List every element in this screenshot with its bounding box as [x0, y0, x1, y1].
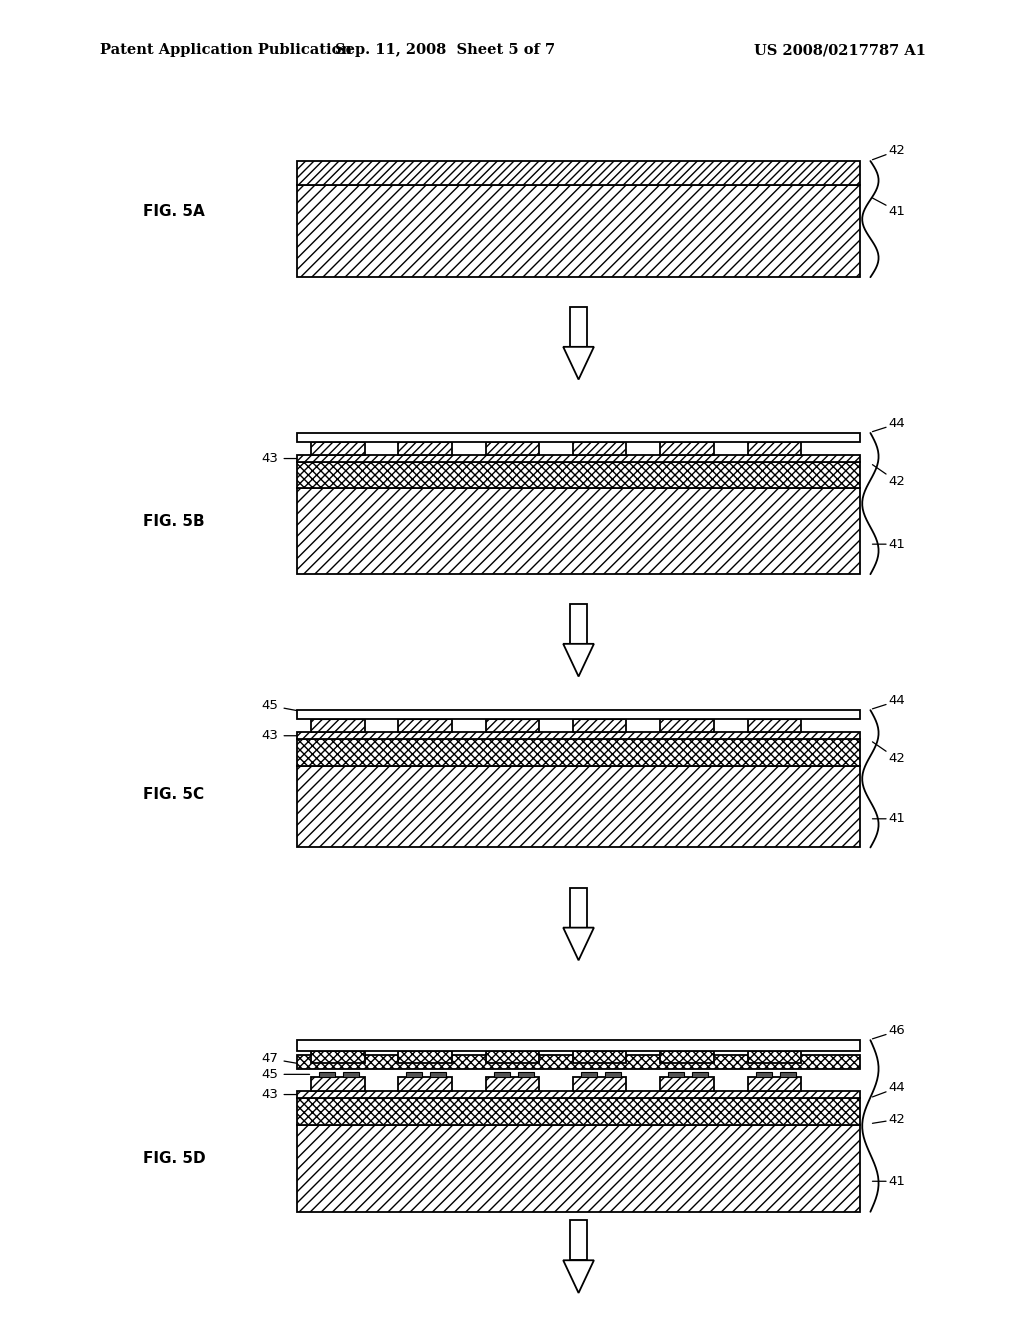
Bar: [398, 1051, 452, 1063]
Text: 43: 43: [262, 1088, 299, 1101]
Polygon shape: [563, 928, 594, 961]
Bar: [605, 1072, 622, 1077]
Bar: [297, 1055, 860, 1069]
Bar: [297, 433, 860, 442]
Bar: [570, 887, 587, 928]
Bar: [297, 462, 860, 488]
Bar: [756, 1072, 772, 1077]
Bar: [485, 719, 539, 733]
Text: 41: 41: [872, 812, 905, 825]
Bar: [779, 1072, 796, 1077]
Bar: [485, 442, 539, 455]
Bar: [660, 1051, 714, 1063]
Bar: [297, 161, 860, 185]
Bar: [297, 739, 860, 766]
Bar: [748, 1051, 801, 1063]
Bar: [692, 1072, 709, 1077]
Bar: [311, 442, 365, 455]
Bar: [692, 713, 709, 719]
Text: FIG. 5C: FIG. 5C: [143, 787, 205, 803]
Bar: [297, 455, 860, 462]
Bar: [297, 1125, 860, 1212]
Text: FIG. 5A: FIG. 5A: [143, 203, 205, 219]
Bar: [570, 308, 587, 347]
Bar: [297, 1098, 860, 1125]
Text: 43: 43: [262, 729, 299, 742]
Polygon shape: [563, 644, 594, 676]
Bar: [311, 1077, 365, 1090]
Text: 41: 41: [872, 537, 905, 550]
Bar: [581, 713, 597, 719]
Bar: [756, 713, 772, 719]
Bar: [319, 713, 335, 719]
Text: FIG. 5B: FIG. 5B: [143, 513, 205, 529]
Bar: [660, 442, 714, 455]
Bar: [573, 719, 627, 733]
Bar: [297, 733, 860, 739]
Bar: [573, 1051, 627, 1063]
Bar: [311, 1051, 365, 1063]
Bar: [573, 442, 627, 455]
Text: Sep. 11, 2008  Sheet 5 of 7: Sep. 11, 2008 Sheet 5 of 7: [336, 44, 555, 57]
Bar: [398, 1077, 452, 1090]
Bar: [660, 719, 714, 733]
Polygon shape: [563, 347, 594, 380]
Bar: [570, 605, 587, 644]
Bar: [518, 713, 534, 719]
Text: 42: 42: [872, 465, 905, 488]
Bar: [485, 1051, 539, 1063]
Bar: [297, 185, 860, 277]
Text: 42: 42: [872, 144, 905, 160]
Bar: [581, 1072, 597, 1077]
Text: FIG. 5D: FIG. 5D: [143, 1151, 206, 1167]
Bar: [407, 713, 423, 719]
Bar: [494, 1072, 510, 1077]
Text: 41: 41: [872, 1175, 905, 1188]
Bar: [297, 1040, 860, 1051]
Bar: [485, 1077, 539, 1090]
Text: 45: 45: [262, 1068, 309, 1081]
Bar: [297, 766, 860, 847]
Bar: [407, 1072, 423, 1077]
Bar: [573, 1077, 627, 1090]
Polygon shape: [563, 1261, 594, 1294]
Bar: [319, 1072, 335, 1077]
Bar: [343, 713, 359, 719]
Bar: [605, 713, 622, 719]
Text: 42: 42: [872, 742, 905, 766]
Bar: [518, 1072, 534, 1077]
Bar: [669, 1072, 684, 1077]
Bar: [398, 719, 452, 733]
Text: 45: 45: [262, 700, 325, 715]
Bar: [398, 442, 452, 455]
Text: Patent Application Publication: Patent Application Publication: [100, 44, 352, 57]
Bar: [669, 713, 684, 719]
Bar: [748, 1077, 801, 1090]
Text: 43: 43: [262, 451, 299, 465]
Bar: [430, 713, 446, 719]
Bar: [430, 1072, 446, 1077]
Bar: [779, 713, 796, 719]
Bar: [748, 442, 801, 455]
Bar: [311, 719, 365, 733]
Bar: [570, 1220, 587, 1261]
Text: US 2008/0217787 A1: US 2008/0217787 A1: [754, 44, 926, 57]
Bar: [660, 1077, 714, 1090]
Bar: [297, 710, 860, 719]
Bar: [297, 488, 860, 574]
Text: 44: 44: [872, 417, 905, 432]
Text: 44: 44: [872, 1081, 905, 1097]
Text: 47: 47: [262, 1052, 309, 1065]
Text: 42: 42: [872, 1113, 905, 1126]
Bar: [748, 719, 801, 733]
Text: 41: 41: [872, 198, 905, 218]
Bar: [297, 1090, 860, 1098]
Bar: [494, 713, 510, 719]
Bar: [343, 1072, 359, 1077]
Text: 46: 46: [872, 1024, 905, 1039]
Text: 44: 44: [872, 694, 905, 709]
